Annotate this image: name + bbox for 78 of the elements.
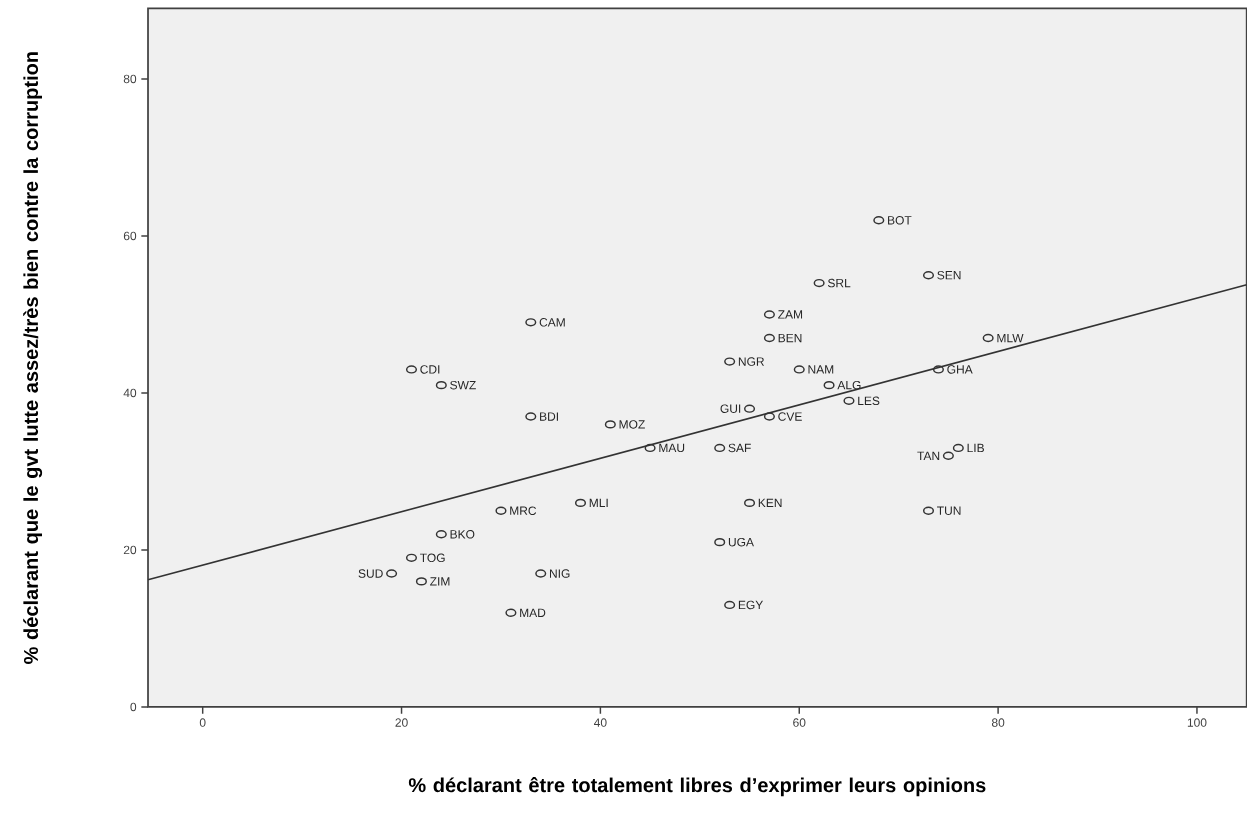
annotation: SUD bbox=[358, 569, 383, 578]
point bbox=[843, 396, 855, 406]
x-axis-title: % déclarant être totalement libres d’exprimer leurs opinions bbox=[408, 777, 986, 797]
annotation: CVE bbox=[778, 412, 802, 421]
annotation: MRC bbox=[510, 506, 537, 515]
point bbox=[982, 333, 994, 343]
annotation: ZIM bbox=[430, 577, 450, 586]
annotation: GUI bbox=[720, 404, 741, 413]
x-tick-label: 40 bbox=[593, 718, 607, 727]
point bbox=[763, 333, 775, 343]
point bbox=[813, 278, 825, 288]
point bbox=[744, 498, 756, 508]
point bbox=[644, 443, 656, 453]
x-tick-label: 20 bbox=[395, 718, 408, 727]
annotation: CAM bbox=[539, 318, 565, 327]
y-tick-label: 40 bbox=[123, 388, 137, 398]
annotation: SRL bbox=[827, 278, 851, 288]
x-tick-label: 60 bbox=[793, 718, 806, 727]
annotation: NAM bbox=[808, 365, 834, 374]
annotation: BOT bbox=[888, 216, 912, 225]
point bbox=[574, 498, 587, 508]
annotation: MAD bbox=[520, 608, 546, 617]
annotation: GHA bbox=[947, 365, 973, 374]
annotation: TAN bbox=[917, 451, 940, 460]
point bbox=[505, 608, 517, 617]
point bbox=[435, 530, 447, 539]
y-tick-label: 20 bbox=[123, 545, 137, 555]
point bbox=[525, 412, 537, 421]
point bbox=[952, 443, 964, 453]
point bbox=[495, 506, 507, 515]
annotation: NGR bbox=[738, 357, 765, 366]
annotation: NIG bbox=[549, 569, 570, 578]
annotation: BEN bbox=[778, 333, 802, 343]
annotation: TOG bbox=[420, 553, 445, 563]
annotation: UGA bbox=[728, 537, 754, 547]
annotation: LES bbox=[858, 396, 880, 406]
point bbox=[942, 451, 954, 460]
point bbox=[873, 216, 885, 225]
y-tick-label: 80 bbox=[123, 74, 137, 84]
point bbox=[744, 404, 756, 413]
y-axis-title: % déclarant que le gvt lutte assez/très bien contre la corruption bbox=[23, 52, 43, 664]
point bbox=[714, 443, 726, 453]
annotation: MLW bbox=[997, 333, 1024, 343]
annotation: EGY bbox=[738, 600, 763, 610]
point bbox=[724, 600, 736, 610]
annotation: SWZ bbox=[450, 380, 476, 390]
annotation: ZAM bbox=[778, 310, 803, 319]
x-tick-label: 80 bbox=[991, 718, 1005, 727]
annotation: BDI bbox=[540, 412, 558, 421]
y-tick-label: 60 bbox=[123, 231, 137, 241]
point bbox=[823, 380, 835, 390]
point bbox=[386, 569, 398, 578]
point bbox=[535, 569, 547, 578]
annotation: BKO bbox=[450, 530, 475, 539]
point bbox=[763, 310, 775, 319]
annotation: TUN bbox=[937, 506, 961, 515]
annotation: ALG bbox=[837, 380, 861, 390]
point bbox=[415, 577, 427, 586]
point bbox=[714, 537, 726, 547]
point bbox=[932, 365, 944, 374]
point bbox=[763, 412, 775, 421]
annotation: LIB bbox=[967, 443, 984, 453]
point bbox=[724, 357, 736, 366]
annotation: MOZ bbox=[619, 420, 645, 429]
point bbox=[405, 553, 418, 563]
annotation: KEN bbox=[758, 498, 782, 508]
y-tick-label: 0 bbox=[130, 702, 137, 712]
point bbox=[793, 365, 805, 374]
annotation: CDI bbox=[420, 365, 440, 374]
x-tick-label: 0 bbox=[199, 718, 206, 727]
point bbox=[604, 420, 616, 429]
point bbox=[525, 318, 537, 327]
x-tick-label: 100 bbox=[1187, 718, 1207, 727]
annotation: MAU bbox=[659, 443, 685, 453]
annotation: SAF bbox=[728, 443, 751, 453]
annotation: MLI bbox=[589, 498, 608, 508]
point bbox=[435, 380, 447, 390]
annotation: SEN bbox=[937, 270, 961, 280]
